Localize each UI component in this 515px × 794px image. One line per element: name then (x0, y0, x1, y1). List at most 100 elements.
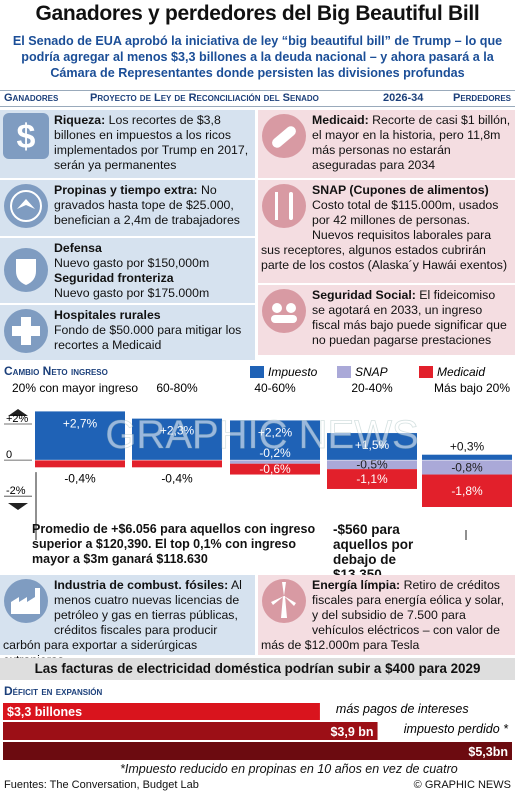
bar-segment (35, 411, 125, 461)
deficit-label: $3,3 billones (7, 705, 82, 719)
axis-arrows (8, 409, 28, 510)
bar-segment (132, 460, 222, 468)
value-label: +0,3% (450, 440, 485, 454)
icon (4, 248, 48, 292)
bar-segment (327, 433, 417, 461)
loser-card: Medicaid: Recorte de casi $1 billón, el … (258, 110, 515, 178)
note-top: Promedio de +$6.056 para aquellos con in… (32, 522, 316, 566)
bar-segment (422, 454, 512, 461)
deficit-label: $5,3bn (468, 745, 508, 759)
bar-segment (230, 420, 320, 461)
value-label: +1,5% (355, 438, 390, 452)
winner-title: Defensa (54, 241, 102, 255)
section-left: Ganadores (4, 92, 59, 104)
winner-title: Seguridad fronteriza (54, 271, 174, 285)
value-label: +2,3% (160, 424, 195, 438)
watermark: GRAPHIC NEWS (105, 413, 418, 457)
value-label: +2,2% (258, 425, 293, 439)
y-tick-label: 0 (6, 449, 12, 461)
legend-label: SNAP (355, 365, 388, 379)
bar-segment (230, 463, 320, 475)
value-label: -0,2% (259, 446, 291, 460)
bottom-text: Al menos cuatro nuevas licencias de petr… (3, 578, 242, 667)
loser-card: Seguridad Social: El fideicomiso se agot… (258, 285, 515, 355)
bar-segment (230, 460, 320, 464)
deficit-annotation: impuesto perdido * (404, 722, 509, 736)
deficit-annotation: más pagos de intereses (336, 702, 469, 716)
winner-text: Los recortes de $3,8 billones en impuest… (54, 113, 249, 172)
legend-label: Impuesto (268, 365, 318, 379)
loser-text: El fideicomiso se agotará en 2033, un in… (312, 288, 507, 347)
value-label: -1,1% (356, 472, 388, 486)
icon (262, 579, 306, 623)
value-label: -0,5% (356, 458, 388, 472)
bar-segment (35, 460, 125, 468)
value-label: -0,6% (259, 462, 291, 476)
category-label: 20-40% (351, 381, 393, 395)
value-label: -0,4% (161, 471, 193, 485)
icon (4, 579, 48, 623)
loser-title: SNAP (Cupones de alimentos) (312, 183, 489, 197)
winner-title: Propinas y tiempo extra: (54, 183, 198, 197)
icon (4, 309, 48, 353)
winner-card: Hospitales rurales Fondo de $50.000 para … (0, 305, 255, 360)
bottom-card: Energía límpia: Retiro de créditos fisca… (258, 575, 515, 655)
winner-card: $ Riqueza: Los recortes de $3,8 billones… (0, 110, 255, 178)
chart-title: Cambio Neto ingreso (4, 364, 108, 378)
bar-segment (422, 460, 512, 475)
footnote: *Impuesto reducido en propinas en 10 año… (120, 762, 458, 776)
icon (262, 114, 306, 158)
winner-text: Nuevo gasto por $175.000m (54, 286, 210, 300)
category-label: 60-80% (156, 381, 198, 395)
legend-swatch (250, 366, 264, 378)
section-bar: Ganadores Proyecto de Ley de Reconciliac… (0, 90, 515, 107)
legend-label: Medicaid (437, 365, 485, 379)
section-center: Proyecto de Ley de Reconciliación del Se… (90, 92, 319, 104)
subtitle: El Senado de EUA aprobó la iniciativa de… (12, 34, 503, 80)
value-label: +2,7% (63, 416, 98, 430)
legend-swatch (419, 366, 433, 378)
category-label: 20% con mayor ingreso (12, 381, 138, 395)
loser-card: SNAP (Cupones de alimentos) Costo total … (258, 180, 515, 283)
deficit-bar (3, 722, 378, 740)
bottom-card: Industria de combust. fósiles: Al menos … (0, 575, 255, 667)
bar-segment (327, 460, 417, 470)
note-bottom: -$560 para aquellos por debajo de $13.35… (333, 522, 414, 582)
deficit-label: $3,9 bn (330, 725, 373, 739)
deficit-bar (3, 742, 512, 760)
winner-title: Riqueza: (54, 113, 106, 127)
value-label: -0,4% (64, 471, 96, 485)
winner-text: Nuevo gasto por $150,000m (54, 256, 210, 270)
category-label: 40-60% (254, 381, 296, 395)
category-label: Más bajo 20% (434, 381, 510, 395)
deficit-bar (3, 703, 320, 720)
deficit-title: Déficit en expansión (4, 684, 103, 698)
winner-card: Defensa Nuevo gasto por $150,000m Segurid… (0, 238, 255, 303)
winner-text: Fondo de $50.000 para mitigar los recort… (54, 323, 242, 352)
section-right: Perdedores (452, 92, 511, 104)
icon (4, 184, 48, 228)
y-tick-label: -2% (6, 485, 26, 497)
title: Ganadores y perdedores del Big Beautiful… (35, 2, 480, 25)
loser-title: Seguridad Social: (312, 288, 416, 302)
svg-text:$: $ (17, 118, 36, 156)
winner-text: No gravados hasta tope de $25.000, benef… (54, 183, 240, 227)
icon (262, 289, 306, 333)
loser-text: Recorte de casi $1 billón, el mayor en l… (312, 113, 511, 172)
value-label: -0,8% (451, 460, 483, 474)
bar-segment (132, 418, 222, 461)
sources: Fuentes: The Conversation, Budget Lab (4, 779, 199, 791)
bottom-title: Industria de combust. fósiles: (54, 578, 229, 592)
bar-segment (327, 469, 417, 489)
legend-swatch (337, 366, 351, 378)
icon: $ (3, 113, 49, 159)
y-tick-label: +2% (6, 413, 29, 425)
loser-text: Costo total de $115.000m, usados por 42 … (261, 198, 508, 272)
icon (262, 184, 306, 228)
electricity-banner: Las facturas de electricidad doméstica p… (0, 658, 515, 680)
section-years: 2026-34 (383, 92, 424, 104)
credit: © GRAPHIC NEWS (413, 779, 511, 791)
bottom-title: Energía límpia: (312, 578, 401, 592)
bottom-text: Retiro de créditos fiscales para energía… (261, 578, 505, 652)
